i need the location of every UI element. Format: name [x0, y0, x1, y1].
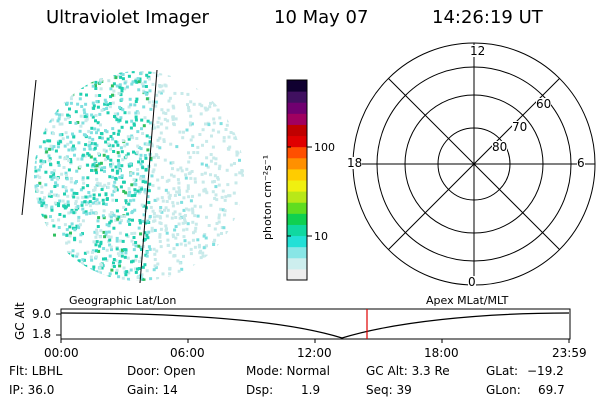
geographic-map-label: Geographic Lat/Lon: [69, 294, 177, 307]
mlt-6-label: 6: [577, 156, 585, 170]
apex-map-label: Apex MLat/MLT: [426, 294, 509, 307]
glon-value: 69.7: [538, 383, 565, 397]
colorbar-segment: [287, 113, 307, 125]
timeline-y-tick-1-8: 1.8: [32, 327, 52, 341]
colorbar-segment: [287, 157, 307, 170]
terminator-line-right: [139, 69, 158, 284]
colorbar-tick-100: 100: [314, 141, 335, 154]
time-label: 14:26:19 UT: [432, 7, 543, 28]
colorbar-segment: [287, 268, 307, 281]
lat-60-label: 60: [536, 97, 552, 111]
door-status: Door: Open: [127, 364, 196, 378]
timeline-x-tick-1800: 18:00: [424, 346, 459, 360]
instrument-title: Ultraviolet Imager: [46, 7, 209, 28]
colorbar-segment: [287, 180, 307, 192]
colorbar-segment: [287, 91, 307, 103]
mlt-12-label: 12: [470, 44, 486, 58]
glat-label: GLat:: [486, 364, 519, 378]
colorbar-segment: [287, 224, 307, 237]
colorbar-segment: [287, 80, 307, 92]
altitude-curve: [60, 312, 570, 339]
colorbar-tick-10: 10: [314, 230, 328, 243]
colorbar-segment: [287, 257, 307, 270]
timeline-x-tick-0600: 06:00: [170, 346, 205, 360]
colorbar-segment: [287, 102, 307, 114]
colorbar-segment: [287, 202, 307, 214]
mlt-18-label: 18: [347, 156, 363, 170]
seq-status: Seq: 39: [366, 383, 412, 397]
lat-80-label: 80: [492, 140, 508, 154]
date-label: 10 May 07: [274, 7, 369, 28]
ip-status: IP: 36.0: [9, 383, 55, 397]
mlt-0-label: 0: [468, 275, 476, 289]
timeline-x-tick-0000: 00:00: [44, 346, 79, 360]
mode-status: Mode: Normal: [246, 364, 330, 378]
timeline-y-axis-label: GC Alt: [13, 302, 27, 340]
colorbar-segment: [287, 235, 307, 248]
colorbar-segment: [287, 213, 307, 225]
dsp-value: 1.9: [301, 383, 321, 397]
colorbar-segment: [287, 146, 307, 159]
timeline-x-tick-2359: 23:59: [552, 346, 587, 360]
colorbar-segment: [287, 124, 307, 137]
lat-70-label: 70: [512, 120, 528, 134]
gc-alt-status: GC Alt: 3.3 Re: [366, 364, 450, 378]
gain-status: Gain: 14: [127, 383, 178, 397]
colorbar-segment: [287, 135, 307, 148]
colorbar-segment: [287, 168, 307, 181]
colorbar-segment: [287, 246, 307, 259]
dsp-label: Dsp:: [246, 383, 274, 397]
terminator-line-left: [21, 79, 37, 216]
timeline-x-tick-1200: 12:00: [297, 346, 332, 360]
glon-label: GLon:: [486, 383, 521, 397]
glat-value: −19.2: [527, 364, 564, 378]
timeline-y-tick-9: 9.0: [32, 307, 52, 321]
filter-status: Flt: LBHL: [9, 364, 63, 378]
colorbar-segment: [287, 191, 307, 203]
